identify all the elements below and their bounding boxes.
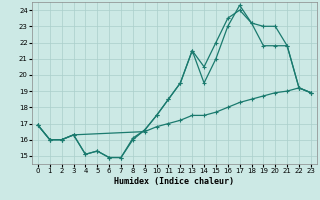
- X-axis label: Humidex (Indice chaleur): Humidex (Indice chaleur): [115, 177, 234, 186]
